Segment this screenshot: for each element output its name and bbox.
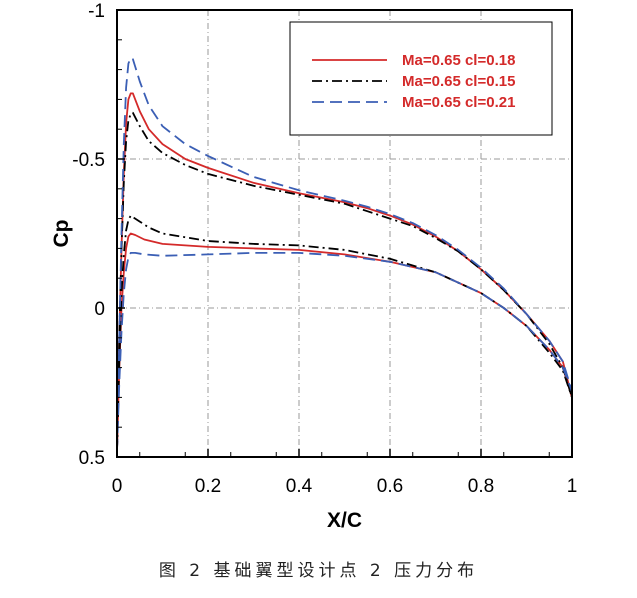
legend: Ma=0.65 cl=0.18 Ma=0.65 cl=0.15 Ma=0.65 cl…	[289, 21, 553, 136]
x-tick-label: 0.4	[286, 476, 313, 497]
legend-items: Ma=0.65 cl=0.18 Ma=0.65 cl=0.15 Ma=0.65 cl…	[312, 52, 515, 111]
x-axis-title: X/C	[327, 509, 362, 532]
x-tick-label: 1	[567, 476, 578, 497]
x-tick-label: 0.8	[468, 476, 494, 497]
legend-label-3: Ma=0.65 cl=0.21	[402, 94, 515, 111]
series-line-2-upper	[116, 111, 573, 452]
series-line-1-upper	[116, 92, 573, 452]
series-layer	[116, 56, 573, 452]
y-tick-label: -0.5	[72, 150, 105, 171]
series-line-3-upper	[116, 56, 573, 452]
legend-label-2: Ma=0.65 cl=0.15	[402, 73, 515, 90]
chart: 0 0.2 0.4 0.6 0.8 1 -1 -0.5 0 0.5 X/C Cp Ma=0.65 …	[50, 1, 577, 532]
figure-caption: 图 2 基础翼型设计点 2 压力分布	[158, 561, 479, 581]
ticks-layer: 0 0.2 0.4 0.6 0.8 1 -1 -0.5 0 0.5	[72, 1, 577, 497]
y-tick-label: 0.5	[79, 448, 105, 469]
series-line-3-lower	[116, 252, 573, 452]
legend-label-1: Ma=0.65 cl=0.18	[402, 52, 515, 69]
plot-frame	[116, 9, 573, 458]
x-tick-label: 0.2	[195, 476, 221, 497]
series-line-1-lower	[116, 232, 573, 452]
x-tick-label: 0.6	[377, 476, 403, 497]
y-axis-title: Cp	[50, 220, 73, 248]
legend-box	[289, 21, 553, 136]
y-tick-label: 0	[94, 299, 105, 320]
series-line-2-lower	[116, 214, 573, 452]
x-tick-label: 0	[112, 476, 123, 497]
y-tick-label: -1	[88, 1, 105, 22]
